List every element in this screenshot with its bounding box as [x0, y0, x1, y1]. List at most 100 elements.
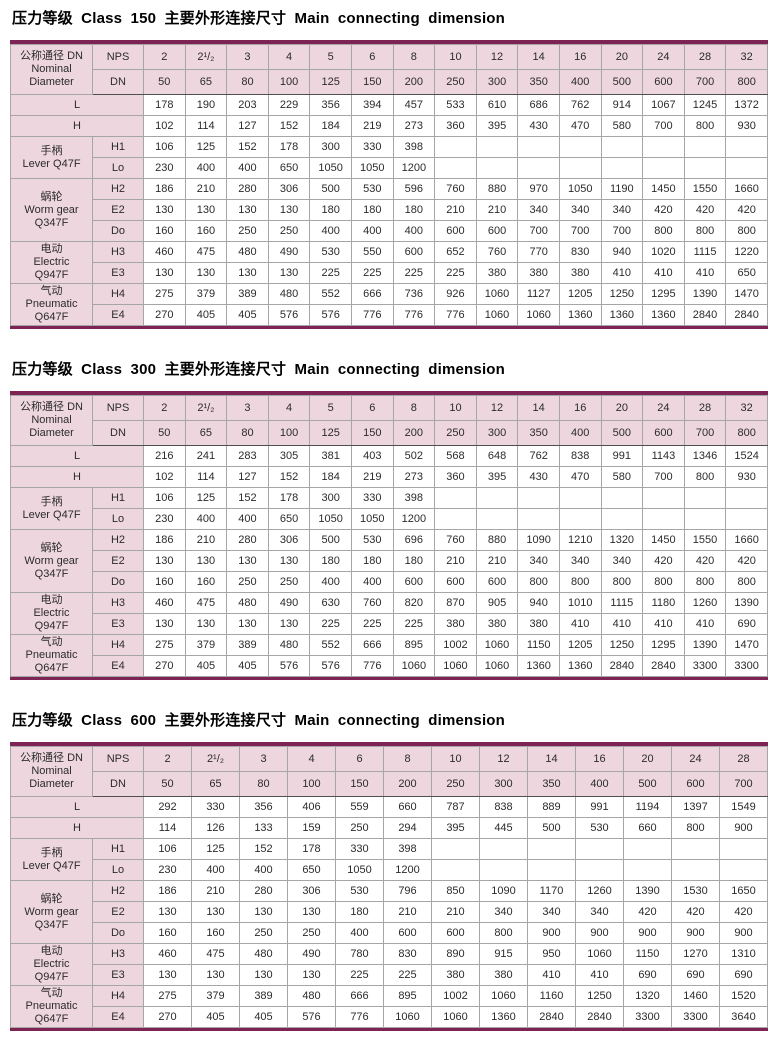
dim-value [517, 508, 560, 530]
nps-value: 6 [335, 746, 384, 772]
nps-value: 16 [558, 395, 602, 421]
dim-value: 800 [600, 571, 644, 593]
dim-value: 600 [431, 922, 480, 944]
dim-value: 650 [725, 262, 768, 284]
dim-value: 776 [434, 304, 477, 326]
dim-value [600, 508, 644, 530]
dim-value: 1460 [671, 985, 720, 1007]
dim-value: 1360 [600, 304, 644, 326]
dim-value: 1200 [392, 157, 436, 179]
dim-value: 900 [719, 922, 768, 944]
dim-value: 379 [184, 283, 228, 305]
group-label-electric: 电动 Electric Q947F [10, 592, 93, 635]
dim-value: 480 [267, 634, 311, 656]
dim-value: 568 [434, 445, 477, 467]
dim-value [434, 136, 477, 158]
dim-row-E4: E4 270 405 405 576 776 1060 1060 1360 2840 2840 330… [11, 1006, 768, 1028]
dim-value: 1360 [558, 304, 602, 326]
dim-value: 410 [600, 613, 644, 635]
dim-value: 400 [191, 859, 240, 881]
dn-value: 800 [725, 69, 768, 95]
group-label-electric: 电动 Electric Q947F [10, 943, 93, 986]
dim-value: 776 [350, 304, 394, 326]
dim-value [434, 157, 477, 179]
dim-value: 787 [431, 796, 480, 818]
dim-value: 102 [143, 115, 186, 137]
dim-value: 800 [558, 571, 602, 593]
dim-value: 410 [558, 613, 602, 635]
dim-value: 648 [475, 445, 519, 467]
dim-value: 690 [719, 964, 768, 986]
dim-value [558, 487, 602, 509]
dim-row-E4: E4 270 405 405 576 576 776 776 776 1060 1060 1360 13… [11, 304, 768, 326]
dim-value: 186 [143, 529, 186, 551]
dim-value: 1150 [623, 943, 672, 965]
dim-value: 700 [600, 220, 644, 242]
nps-value: 20 [600, 395, 644, 421]
dim-value: 600 [475, 571, 519, 593]
nps-value: 2 [143, 395, 186, 421]
dim-value: 130 [143, 613, 186, 635]
row-label-H: H [10, 817, 144, 839]
dim-value: 400 [184, 508, 228, 530]
row-label-E3: E3 [92, 964, 144, 986]
dim-value: 666 [350, 634, 394, 656]
dim-value [558, 508, 602, 530]
dim-value: 180 [350, 550, 394, 572]
dim-row-E3: E3 130 130 130 130 225 225 225 380 380 380 410 410 41… [11, 613, 768, 635]
dim-value: 762 [517, 445, 560, 467]
dim-value: 3640 [719, 1006, 768, 1028]
dim-value: 184 [309, 466, 352, 488]
dim-value: 210 [434, 550, 477, 572]
dim-value: 381 [309, 445, 352, 467]
dim-value: 480 [226, 241, 269, 263]
dim-value [558, 157, 602, 179]
dim-value: 410 [642, 262, 685, 284]
row-label-H1: H1 [92, 136, 144, 158]
dim-value: 1660 [725, 529, 768, 551]
dim-value: 1090 [517, 529, 560, 551]
dim-value: 300 [309, 136, 352, 158]
nps-value: 3 [226, 395, 269, 421]
dn-value: 100 [287, 771, 336, 797]
dn-value: 400 [558, 420, 602, 446]
dim-value: 398 [392, 136, 436, 158]
row-label-H2: H2 [92, 880, 144, 902]
dim-value: 210 [475, 199, 519, 221]
dim-value: 160 [191, 922, 240, 944]
dim-value: 130 [287, 901, 336, 923]
dim-value: 1115 [683, 241, 727, 263]
dim-value [642, 136, 685, 158]
dim-value: 890 [431, 943, 480, 965]
dim-row-H4: 气动 Pneumatic Q647F H4 275 379 389 480 552 666 736 9… [10, 283, 768, 326]
header-row-nps: 公称通径 DN Nominal Diameter NPS 2 2¹/₂ 3 4 6 8 10 12 14… [10, 746, 768, 797]
dim-value: 225 [392, 613, 436, 635]
group-label-pneumatic: 气动 Pneumatic Q647F [10, 634, 93, 677]
nps-value: 2¹/₂ [184, 44, 228, 70]
dim-value: 2840 [725, 304, 768, 326]
dimension-table: 公称通径 DN Nominal Diameter NPS 2 2¹/₂ 3 4 5 6 8 10 12 1… [10, 395, 768, 677]
dim-value: 225 [350, 262, 394, 284]
dim-value: 600 [383, 922, 432, 944]
dim-value: 1010 [558, 592, 602, 614]
nps-value: 8 [392, 44, 436, 70]
row-label-H2: H2 [92, 529, 144, 551]
dim-value: 660 [623, 817, 672, 839]
dn-value: 350 [527, 771, 576, 797]
dn-value: 700 [683, 420, 727, 446]
dim-value: 1360 [517, 655, 560, 677]
dn-value: 600 [671, 771, 720, 797]
dim-value: 400 [335, 922, 384, 944]
dim-value: 400 [392, 220, 436, 242]
dim-value: 394 [350, 94, 394, 116]
dim-value: 1320 [623, 985, 672, 1007]
dim-value: 580 [600, 466, 644, 488]
dim-value: 330 [191, 796, 240, 818]
dim-value: 270 [143, 655, 186, 677]
dim-value: 130 [267, 550, 311, 572]
dim-value: 305 [267, 445, 311, 467]
dim-value: 130 [267, 199, 311, 221]
dim-value: 114 [143, 817, 192, 839]
nps-value: 2¹/₂ [191, 746, 240, 772]
dim-value: 330 [335, 838, 384, 860]
